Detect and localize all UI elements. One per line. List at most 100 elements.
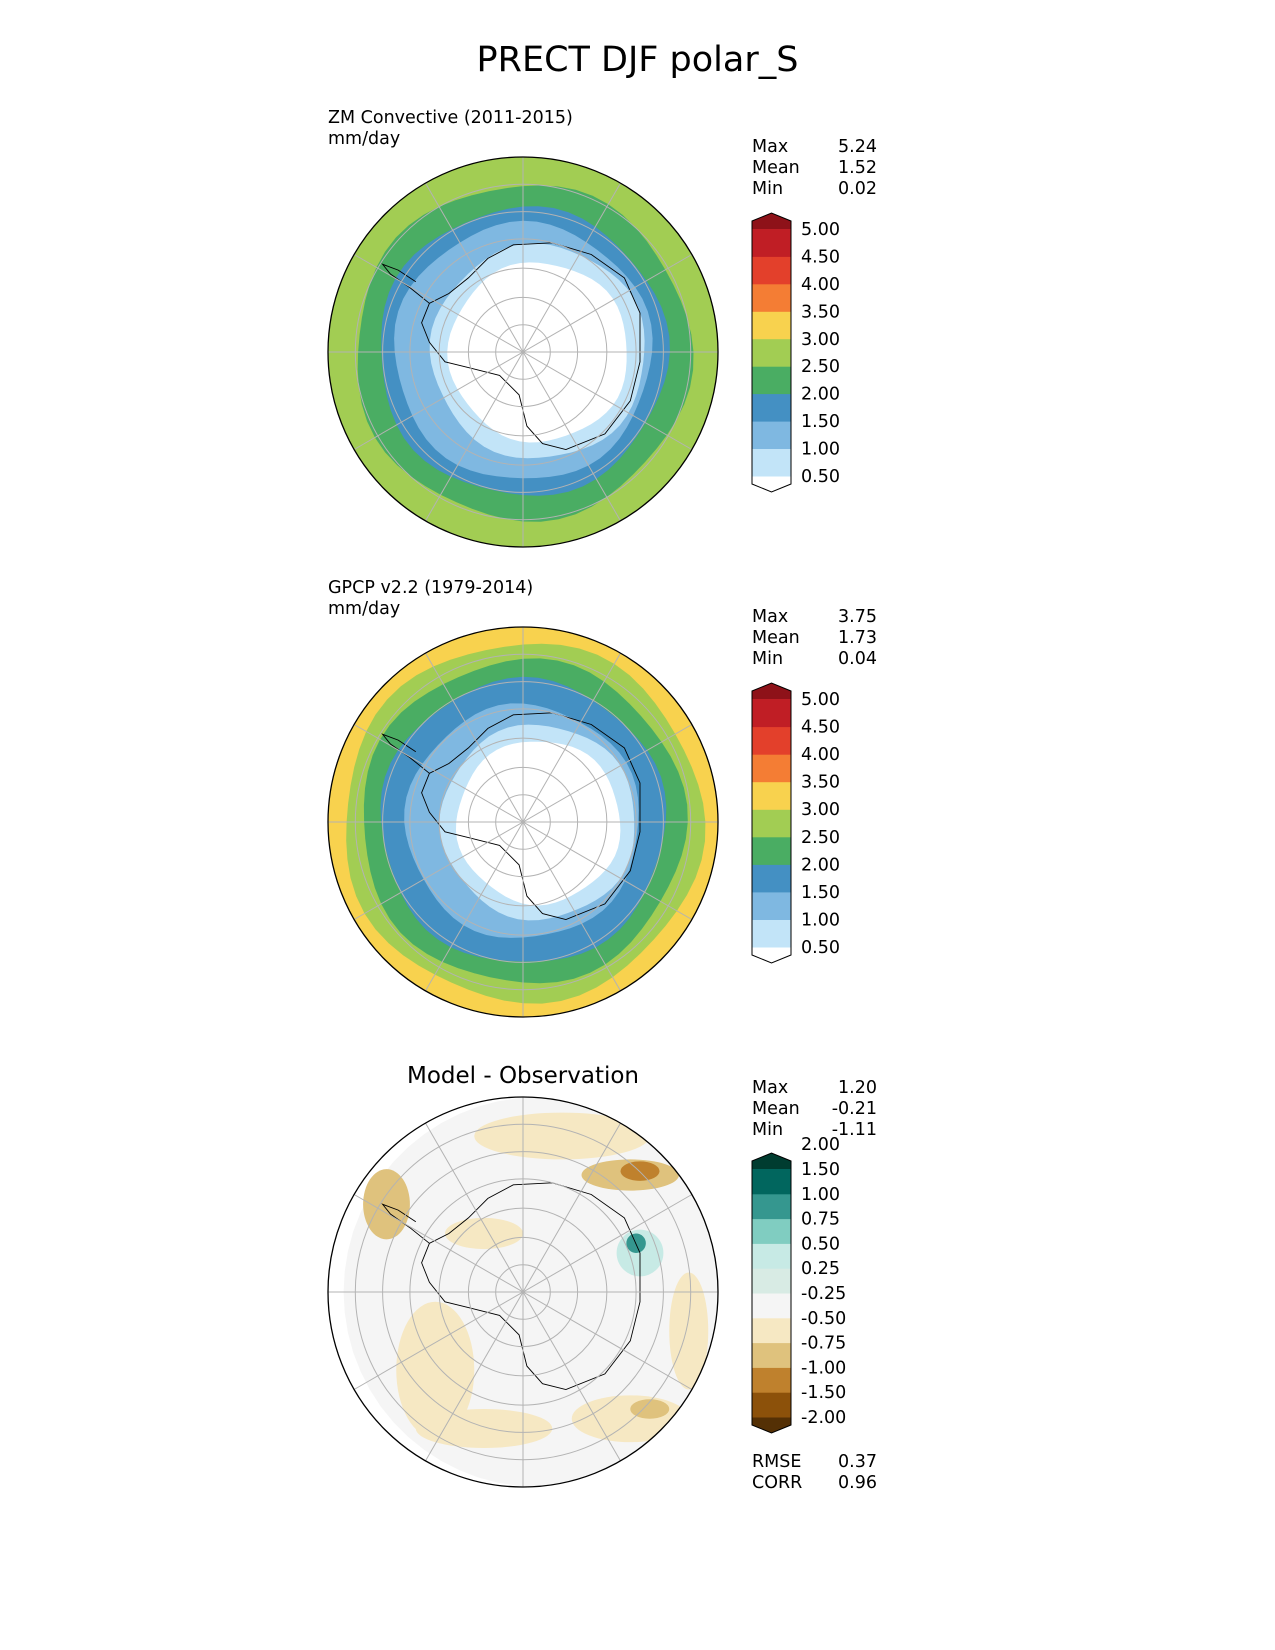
meridian-line [425,652,621,992]
colorbar-segment [752,311,791,340]
colorbar-tick-label: 1.50 [801,1160,840,1180]
colorbar-tick-label: 1.00 [801,440,840,460]
anomaly-patch [474,1112,650,1160]
colorbar-segment [752,809,791,838]
polar-map-2 [327,626,719,1018]
colorbar-tick-label: 0.50 [801,467,840,487]
anomaly-patch [669,1272,709,1390]
colorbar-tick-label: -1.50 [801,1383,846,1403]
colorbar-segment [752,781,791,810]
colorbar-segment [752,256,791,285]
colorbar-tick-label: -1.00 [801,1358,846,1378]
panel1-title: ZM Convective (2011-2015) mm/day [328,108,573,149]
meridian-line [425,1122,621,1462]
colorbar-segment [752,699,791,728]
peninsula-coastline [381,263,430,304]
colorbar-segment [752,726,791,755]
colorbar-segment [752,836,791,865]
colorbar-tick-label: 0.75 [801,1210,840,1230]
map-boundary [327,626,719,1018]
colorbar-tick-label: 4.50 [801,718,840,738]
colorbar-segment [752,919,791,948]
colorbar-tick-label: 4.00 [801,275,840,295]
peninsula-coastline [381,1203,430,1244]
anomaly-patch [620,1161,660,1181]
colorbar-tick-label: 1.00 [801,1185,840,1205]
colorbar-outline [751,1152,792,1434]
colorbar-tick-label: 2.50 [801,828,840,848]
figure-title: PRECT DJF polar_S [476,40,799,80]
colorbar-segment [752,864,791,893]
colorbar-segment [752,891,791,920]
colorbar-segment [752,229,791,257]
colorbar-segment [752,1367,791,1393]
colorbar-extend-max [752,213,791,229]
colorbar-extend-max [752,1153,791,1169]
colorbar-tick-label: 2.00 [801,1135,840,1155]
colorbar-segment [752,366,791,395]
meridian-line [425,182,621,522]
panel3-stats: Max 1.20 Mean -0.21 Min -1.11 [752,1078,877,1140]
colorbar-extend-min [752,1417,791,1433]
colorbar-tick-label: 2.00 [801,855,840,875]
panel2-title: GPCP v2.2 (1979-2014) mm/day [328,578,534,619]
colorbar-tick-label: 3.50 [801,302,840,322]
colorbar-segment [752,283,791,312]
colorbar-tick-label: 5.00 [801,690,840,710]
colorbar-tick-label: 3.00 [801,800,840,820]
polar-map-3 [327,1096,719,1488]
colorbar-segment [752,754,791,783]
colorbar-extend-min [752,947,791,963]
colorbar-segment [752,448,791,477]
map-boundary [327,1096,719,1488]
colorbar-2: 0.50 1.00 1.50 2.00 2.50 3.00 3.50 4.00 4.50 5.00 [751,682,840,964]
colorbar-3: -2.00 -1.50 -1.00 -0.75 -0.50 -0.25 0.25 0.50 0.… [751,1135,846,1434]
colorbar-tick-label: 0.25 [801,1259,840,1279]
colorbar-segment [752,1392,791,1418]
peninsula-coastline [381,733,430,774]
colorbar-outline [751,212,792,493]
colorbar-segment [752,1218,791,1244]
colorbar-tick-label: 0.50 [801,1234,840,1254]
colorbar-segment [752,1268,791,1294]
colorbar-tick-label: 4.50 [801,247,840,267]
polar-map-1 [327,156,719,548]
colorbar-segment [752,1342,791,1368]
anomaly-patch [363,1169,410,1240]
colorbar-segment [752,421,791,449]
panel2-stats: Max 3.75 Mean 1.73 Min 0.04 [752,607,877,669]
colorbar-tick-label: 0.50 [801,938,840,958]
contour-band [456,741,621,906]
colorbar-tick-label: 5.00 [801,220,840,240]
colorbar-segment [752,1243,791,1269]
anomaly-patch [396,1301,475,1439]
map-boundary [327,156,719,548]
colorbar-segment [752,393,791,422]
colorbar-segment [752,1193,791,1220]
colorbar-tick-label: 1.50 [801,412,840,432]
colorbar-segment [752,1169,791,1195]
colorbar-segment [752,1293,791,1319]
panel3-extra-stats: RMSE 0.37 CORR 0.96 [752,1452,877,1493]
colorbar-tick-label: -2.00 [801,1408,846,1428]
panel1-stats: Max 5.24 Mean 1.52 Min 0.02 [752,137,877,199]
colorbar-tick-label: 1.00 [801,910,840,930]
anomaly-patch [630,1399,670,1419]
anomaly-patch [445,1217,523,1250]
colorbar-tick-label: 1.50 [801,883,840,903]
colorbar-1: 0.50 1.00 1.50 2.00 2.50 3.00 3.50 4.00 4.50 5.00 [751,212,840,493]
colorbar-extend-min [752,476,791,492]
colorbar-tick-label: -0.50 [801,1309,846,1329]
colorbar-tick-label: 2.50 [801,357,840,377]
colorbar-extend-max [752,683,791,699]
colorbar-tick-label: 3.00 [801,330,840,350]
colorbar-tick-label: 3.50 [801,773,840,793]
colorbar-outline [751,682,792,964]
panel3-title: Model - Observation [406,1063,640,1089]
colorbar-tick-label: -0.75 [801,1334,846,1354]
colorbar-tick-label: 2.00 [801,385,840,405]
colorbar-segment [752,338,791,367]
colorbar-tick-label: -0.25 [801,1284,846,1304]
colorbar-segment [752,1317,791,1344]
